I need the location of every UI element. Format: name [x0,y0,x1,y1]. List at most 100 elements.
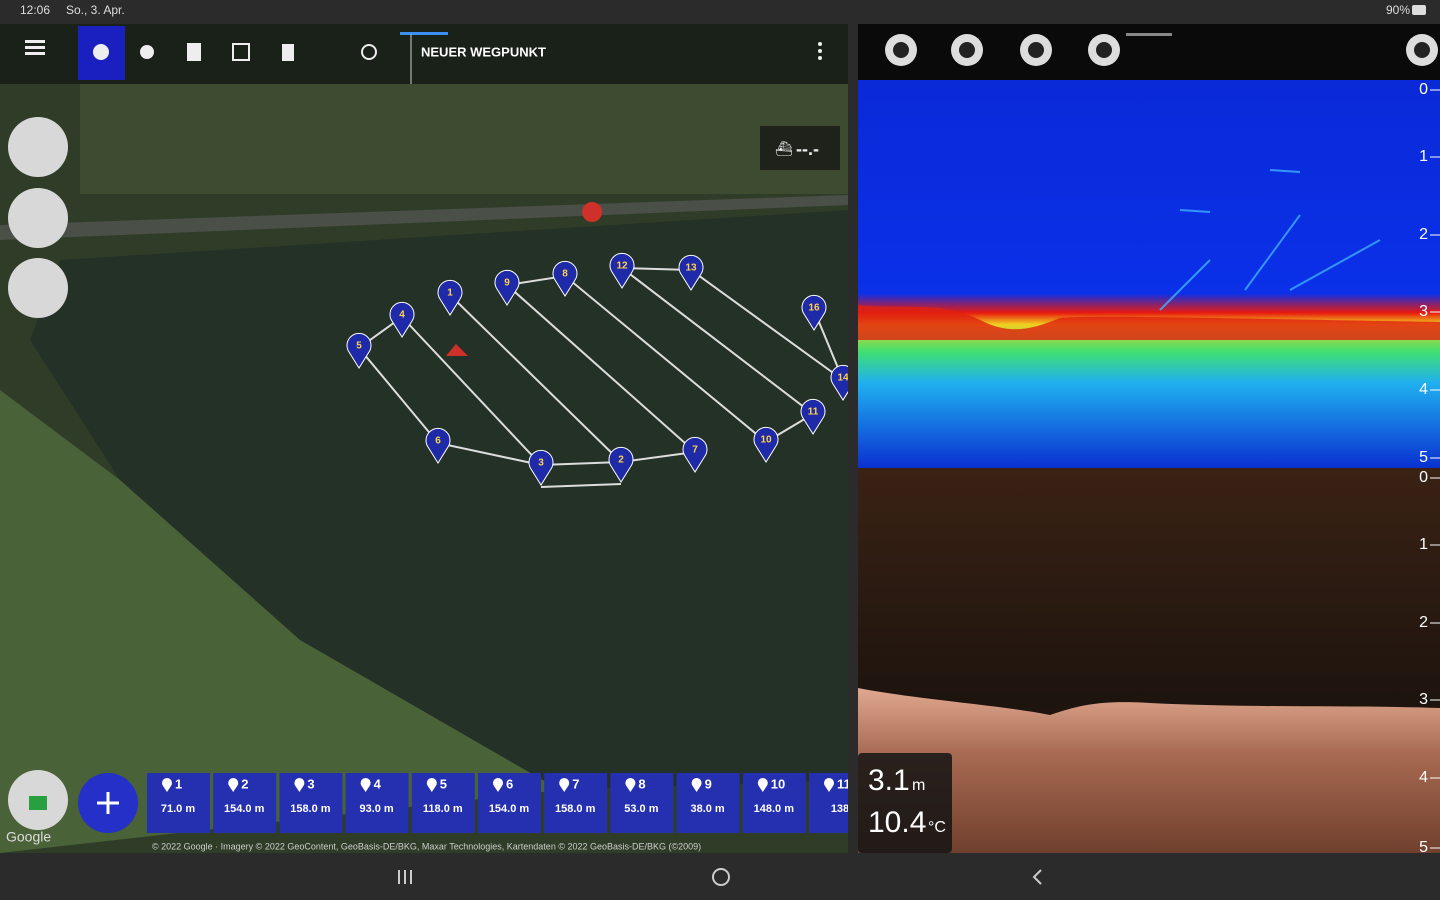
waypoint-number: 3 [307,776,314,791]
map-button[interactable] [8,258,68,318]
sonar-button-inner [893,42,909,58]
pin-label: 16 [808,303,820,314]
new-waypoint-label[interactable]: NEUER WEGPUNKT [421,44,546,59]
waypoint-pin[interactable]: 7 [682,436,708,473]
waypoint-card[interactable]: 10 148.0 m [742,773,806,833]
waypoint-pin[interactable]: 14 [830,364,855,401]
depth-unit: m [912,777,925,794]
waypoint-card[interactable]: 9 38.0 m [676,773,740,833]
pin-label: 10 [760,435,772,446]
card-pin-icon [426,777,437,792]
card-pin-icon [360,778,371,792]
map-button[interactable] [8,188,68,248]
waypoint-pin[interactable]: 6 [425,427,451,464]
pin-shape [389,301,415,338]
waypoint-card[interactable]: 3 158.0 m [279,773,343,833]
waypoint-card[interactable]: 11 138 [809,773,872,833]
depth-scale-label: 5 [1419,839,1428,856]
waypoint-pin[interactable]: 13 [678,254,704,291]
card-pin-icon [493,777,504,792]
waypoint-number: 8 [638,776,645,791]
google-logo: Google [6,829,51,845]
depth-scale-label: 3 [1419,303,1428,320]
card-bg [610,773,674,833]
waypoint-number: 4 [374,776,382,791]
waypoint-pin[interactable]: 2 [608,446,634,483]
status-battery: 90% [1386,3,1410,17]
pin-label: 1 [447,288,453,299]
card-pin-icon [824,778,834,792]
waypoint-card[interactable]: 7 158.0 m [544,773,608,833]
pin-label: 11 [808,407,819,418]
road [0,195,848,240]
pin-label: 7 [692,445,698,456]
waypoint-pin[interactable]: 16 [801,294,827,331]
waypoint-pin[interactable]: 10 [753,426,779,463]
waypoint-pin[interactable]: 5 [346,332,372,369]
status-date: So., 3. Apr. [66,3,125,17]
lock-icon [29,796,47,810]
waypoint-card[interactable]: 8 53.0 m [610,773,674,833]
pin-label: 3 [538,458,544,469]
waypoint-distance: 71.0 m [161,803,195,815]
pin-shape [425,427,451,464]
field [80,84,848,194]
sonar-toolbar [858,24,1440,80]
waypoint-pin[interactable]: 1 [437,279,463,316]
waypoint-pin[interactable]: 3 [528,449,554,486]
depth-scale-label: 5 [1419,449,1428,466]
pin-shape [346,332,372,369]
depth-scale-label: 4 [1419,769,1428,786]
bottom-echo-lower [858,688,1440,853]
card-pin-icon [757,778,768,792]
pin-shape [608,446,634,483]
card-pin-icon [228,777,239,792]
waypoint-number: 2 [241,776,248,791]
card-bg [279,773,343,833]
temperature-value: 10.4 [868,806,926,839]
card-bg [544,773,608,833]
map-button[interactable] [8,117,68,177]
waypoint-number: 11 [837,776,851,791]
waypoint-distance: 138 [831,803,849,815]
waypoint-distance: 158.0 m [555,803,596,815]
waypoint-card[interactable]: 6 154.0 m [478,773,541,833]
boat-icon: ⛴ [775,141,793,157]
card-bg [411,773,475,833]
waypoint-pin[interactable]: 4 [389,301,415,338]
waypoint-distance: 148.0 m [754,803,795,815]
depth-scale-label: 4 [1419,381,1428,398]
pin-label: 9 [504,278,510,289]
card-pin-icon [625,777,636,792]
card-pin-icon [559,778,570,792]
handle [1126,33,1172,36]
waypoint-pin[interactable]: 11 [800,398,826,435]
waypoint-card[interactable]: 1 71.0 m [147,773,210,833]
waypoint-distance: 93.0 m [359,803,393,815]
pin-shape [552,260,578,297]
waypoint-pin[interactable]: 8 [552,260,578,297]
card-pin-icon [161,777,173,792]
nav-home[interactable] [712,868,730,886]
nav-bar [398,868,1042,886]
plus-icon [97,792,119,814]
waypoint-card[interactable]: 5 118.0 m [411,773,475,833]
card-bg [478,773,541,833]
depth-scale-label: 1 [1419,148,1428,165]
depth-scale-label: 3 [1419,691,1428,708]
pin-label: 13 [685,263,697,274]
waypoint-number: 5 [440,776,447,791]
waypoint-card[interactable]: 4 93.0 m [345,773,409,833]
temperature-unit: °C [928,819,946,836]
waypoint-card[interactable]: 2 154.0 m [213,773,277,833]
depth-value: 3.1 [868,764,910,797]
waypoint-pin[interactable]: 9 [494,269,520,306]
fish-arches [1159,169,1381,311]
nav-back[interactable] [1032,869,1042,885]
route-segment [401,316,542,466]
waypoint-pin[interactable]: 12 [609,252,635,289]
boat-status-box [760,126,840,170]
pin-label: 6 [435,436,441,447]
